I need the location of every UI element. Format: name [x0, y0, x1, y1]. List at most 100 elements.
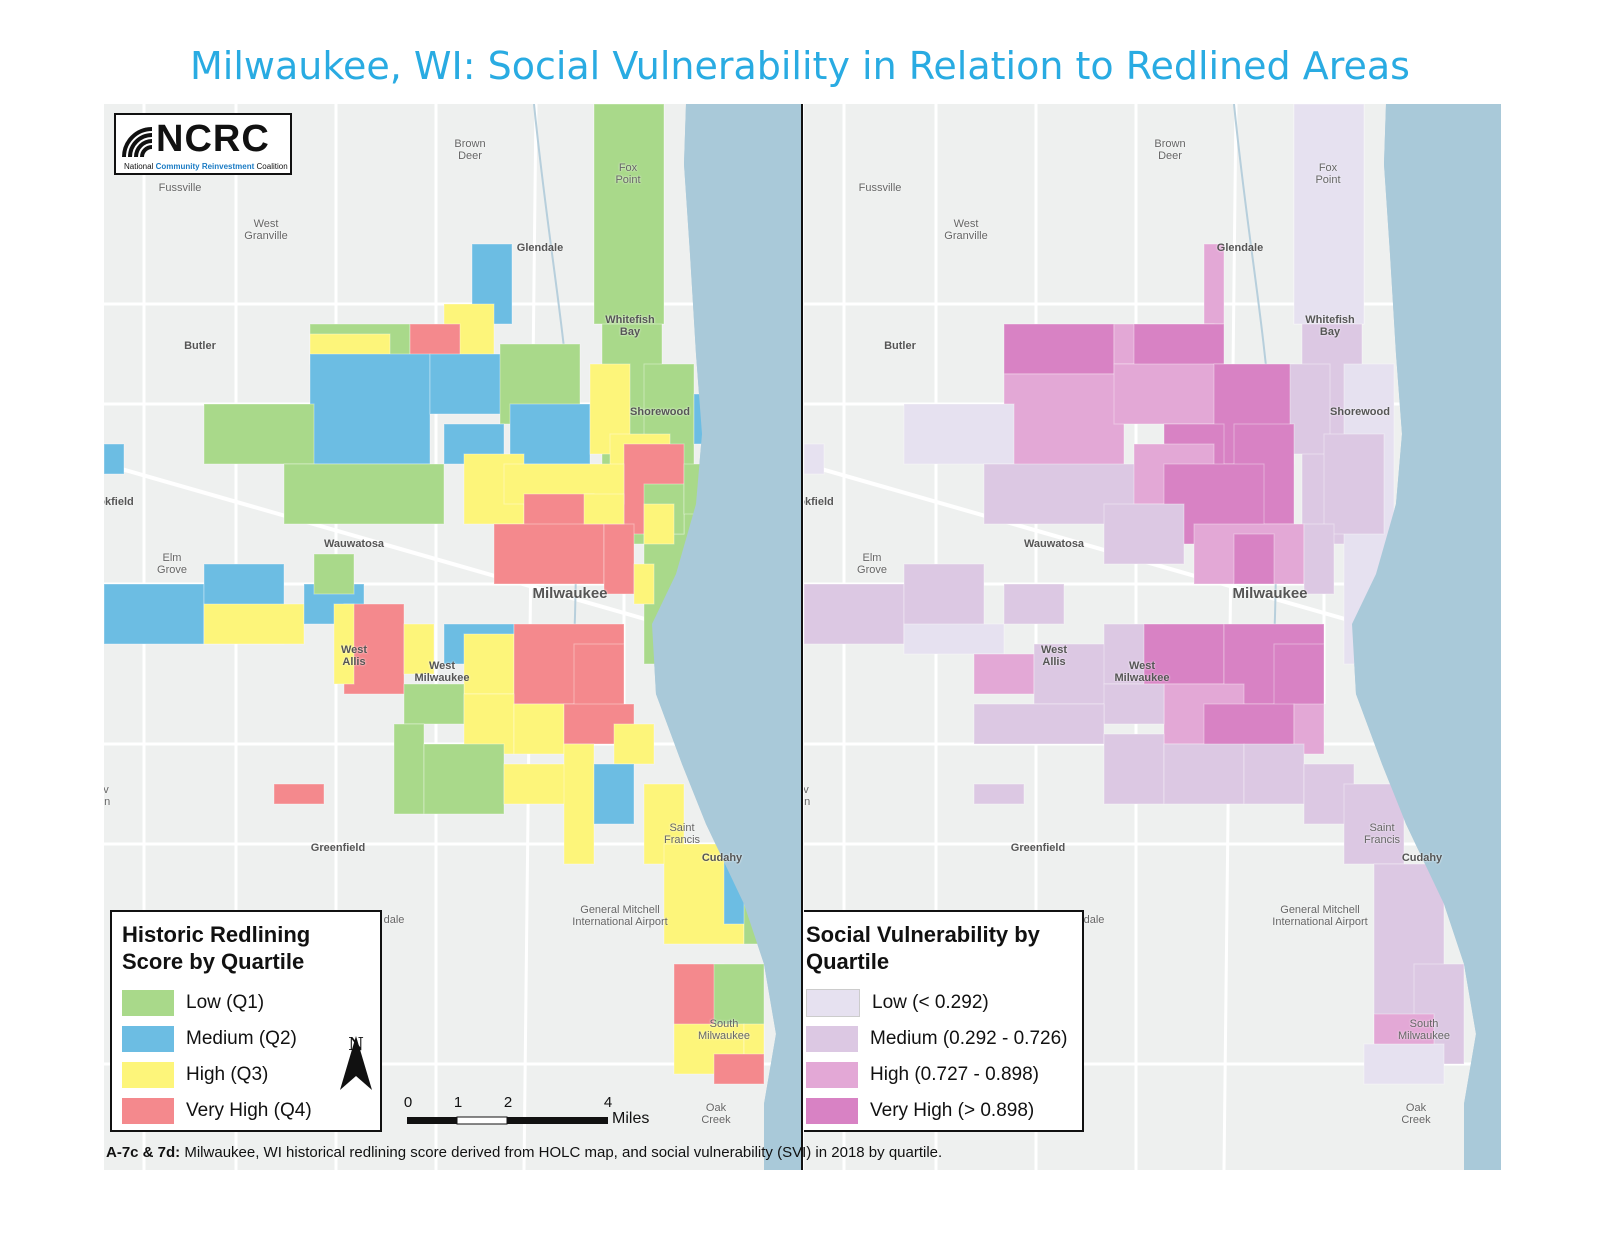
place-label-brookfield: okfield: [804, 496, 834, 508]
legend-item-q2: Medium (Q2): [122, 1024, 297, 1054]
legend-swatch: [122, 1098, 174, 1124]
place-label-elm-grove: Elm Grove: [157, 552, 187, 576]
place-label-milwaukee: Milwaukee: [1232, 585, 1308, 602]
svi-block: [1033, 643, 1115, 705]
svi-block: [1363, 1043, 1445, 1085]
redlining-block: [613, 723, 655, 765]
lake-michigan-overlay: [652, 104, 802, 1170]
place-label-fussville: Fussville: [858, 182, 902, 194]
redlining-block: [203, 603, 305, 645]
place-label-cudahy: Cudahy: [1401, 852, 1443, 864]
svi-block: [1303, 523, 1335, 595]
place-label-wauwatosa: Wauwatosa: [1023, 538, 1085, 550]
redlining-block: [713, 1053, 765, 1085]
legend-item-q3: High (Q3): [122, 1060, 268, 1090]
place-label-west-granville: West Granville: [244, 218, 288, 242]
svi-block: [1163, 743, 1245, 805]
svi-block: [1289, 363, 1331, 455]
svi-block: [1103, 503, 1185, 565]
place-label-saint-francis: Saint Francis: [1363, 822, 1401, 846]
svi-map-canvas[interactable]: [804, 104, 1501, 1170]
legend-swatch: [806, 989, 860, 1017]
place-label-brookfield: okfield: [104, 496, 134, 508]
legend-item-q1: Low (Q1): [122, 988, 264, 1018]
legend-swatch: [806, 1062, 858, 1088]
place-label-oak-creek: Oak Creek: [1401, 1102, 1431, 1126]
legend-swatch: [806, 1098, 858, 1124]
place-label-edge-vin: v in: [804, 784, 811, 808]
logo-wordmark: NCRC: [156, 118, 270, 160]
place-label-shorewood: Shorewood: [1330, 406, 1390, 418]
redlining-block: [513, 703, 565, 755]
place-label-west-milwaukee: West Milwaukee: [1114, 660, 1170, 684]
scale-bar-graphic: [407, 1116, 608, 1125]
scale-bar: 0 1 2 4 Miles: [403, 1094, 650, 1127]
panel-divider: [801, 104, 803, 1170]
svi-block: [1293, 104, 1365, 325]
place-label-glendale: Glendale: [1216, 242, 1264, 254]
legend-title: Social Vulnerability by Quartile: [806, 922, 1040, 974]
place-label-south-milwaukee: South Milwaukee: [698, 1018, 750, 1042]
redlining-block: [313, 553, 355, 595]
redlining-map-panel[interactable]: Brown Deer Fox Point Fussville West Granvil…: [104, 104, 802, 1170]
redlining-map-canvas[interactable]: [104, 104, 802, 1170]
svi-block: [1003, 583, 1065, 625]
svi-block: [903, 623, 1005, 655]
place-label-butler: Butler: [184, 340, 216, 352]
svi-block: [1103, 683, 1165, 725]
legend-item-high: High (0.727 - 0.898): [806, 1060, 1039, 1090]
redlining-block: [583, 493, 625, 525]
place-label-dale: dale: [1083, 914, 1105, 926]
place-label-whitefish-bay: Whitefish Bay: [605, 314, 655, 338]
north-arrow-icon: [340, 1036, 372, 1090]
legend-swatch: [122, 1062, 174, 1088]
svi-block: [1233, 533, 1275, 585]
redlining-block: [403, 683, 465, 725]
redlining-block: [643, 503, 675, 545]
redlining-block: [403, 623, 435, 675]
place-label-west-granville: West Granville: [944, 218, 988, 242]
place-label-brown-deer: Brown Deer: [1154, 138, 1186, 162]
place-label-glendale: Glendale: [516, 242, 564, 254]
legend-swatch: [122, 990, 174, 1016]
redlining-block: [593, 104, 665, 325]
redlining-block: [429, 353, 511, 415]
place-label-west-allis: West Allis: [340, 644, 368, 668]
redlining-block: [104, 443, 125, 475]
svi-block: [1243, 743, 1305, 805]
redlining-block: [309, 353, 431, 465]
redlining-block: [203, 403, 315, 465]
svi-map-panel[interactable]: Brown Deer Fox Point Fussville West Granvil…: [804, 104, 1501, 1170]
redlining-block: [104, 583, 205, 645]
place-label-airport: General Mitchell International Airport: [572, 904, 668, 928]
svi-block: [1203, 243, 1225, 325]
svi-block: [973, 783, 1025, 805]
svi-block: [1003, 323, 1115, 375]
logo-subtitle: National Community Reinvestment Coalitio…: [124, 162, 288, 171]
redlining-block: [633, 563, 655, 605]
place-label-cudahy: Cudahy: [701, 852, 743, 864]
svi-block: [804, 443, 825, 475]
place-label-milwaukee: Milwaukee: [532, 585, 608, 602]
place-label-airport: General Mitchell International Airport: [1272, 904, 1368, 928]
redlining-block: [503, 763, 575, 805]
place-label-saint-francis: Saint Francis: [663, 822, 701, 846]
svi-block: [1343, 783, 1405, 865]
legend-title: Historic Redlining Score by Quartile: [122, 922, 311, 974]
redlining-block: [463, 633, 515, 695]
place-label-elm-grove: Elm Grove: [857, 552, 887, 576]
ncrc-logo-mark-icon: [122, 127, 153, 158]
map-title: Milwaukee, WI: Social Vulnerability in R…: [190, 44, 1410, 88]
redlining-block: [333, 603, 355, 685]
redlining-block: [493, 523, 605, 585]
figure-caption: A-7c & 7d: Milwaukee, WI historical redl…: [106, 1144, 943, 1161]
place-label-oak-creek: Oak Creek: [701, 1102, 731, 1126]
legend-swatch: [806, 1026, 858, 1052]
place-label-greenfield: Greenfield: [1010, 842, 1066, 854]
place-label-shorewood: Shorewood: [630, 406, 690, 418]
place-label-south-milwaukee: South Milwaukee: [1398, 1018, 1450, 1042]
svi-legend: Social Vulnerability by Quartile Low (< …: [804, 910, 1084, 1132]
svi-block: [903, 403, 1015, 465]
legend-item-very-high: Very High (> 0.898): [806, 1096, 1034, 1126]
svi-block: [1143, 623, 1225, 685]
